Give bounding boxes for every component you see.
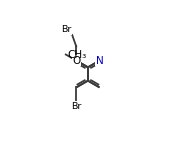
- Text: Br: Br: [71, 102, 81, 111]
- Text: CH₃: CH₃: [67, 50, 86, 59]
- Text: N: N: [96, 56, 103, 66]
- Text: Br: Br: [61, 25, 71, 34]
- Text: O: O: [72, 56, 80, 66]
